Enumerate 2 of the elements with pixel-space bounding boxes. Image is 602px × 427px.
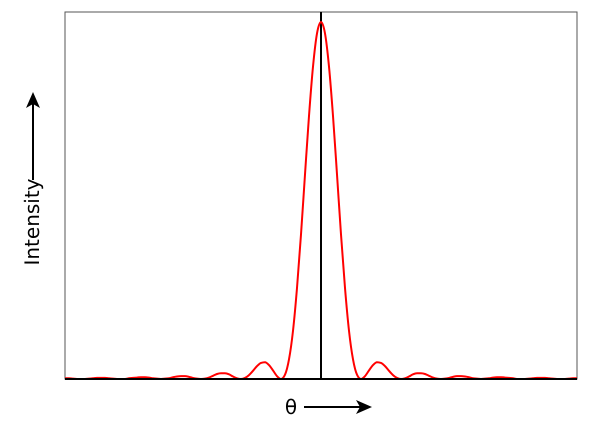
x-axis-title: θ bbox=[284, 395, 298, 419]
y-axis-title: Intensity bbox=[20, 178, 44, 266]
